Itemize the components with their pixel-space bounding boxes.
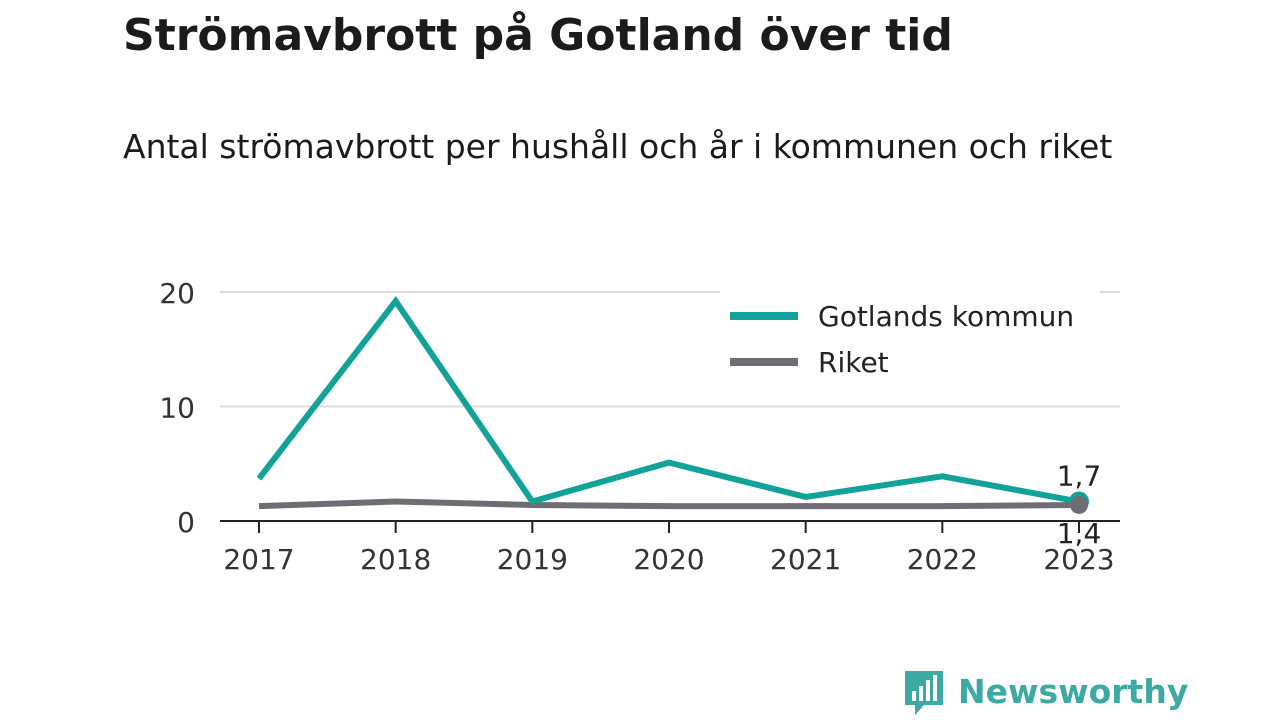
x-tick-label: 2017 [223,543,294,576]
bar-chart-speech-bubble-icon [905,671,943,715]
series-line [258,498,1080,510]
y-tick-label: 20 [159,277,195,310]
newsworthy-logo: Newsworthy [902,668,1188,718]
series-line [256,296,1080,506]
end-value-label: 1,4 [1057,517,1102,550]
legend-background [720,290,1100,385]
legend-label: Riket [818,346,889,379]
x-tick-label: 2019 [497,543,568,576]
chart-title: Strömavbrott på Gotland över tid [123,10,953,61]
end-value-label: 1,7 [1057,460,1102,493]
x-tick-label: 2023 [1043,543,1114,576]
end-point-marker [1070,495,1088,514]
y-tick-label: 0 [177,506,195,539]
x-tick-label: 2018 [360,543,431,576]
x-tick-label: 2022 [907,543,978,576]
y-tick-label: 10 [159,392,195,425]
legend-label: Gotlands kommun [818,300,1074,333]
brand-name: Newsworthy [958,672,1189,711]
x-tick-label: 2020 [633,543,704,576]
chart-subtitle: Antal strömavbrott per hushåll och år i … [123,127,1113,166]
x-tick-label: 2021 [770,543,841,576]
